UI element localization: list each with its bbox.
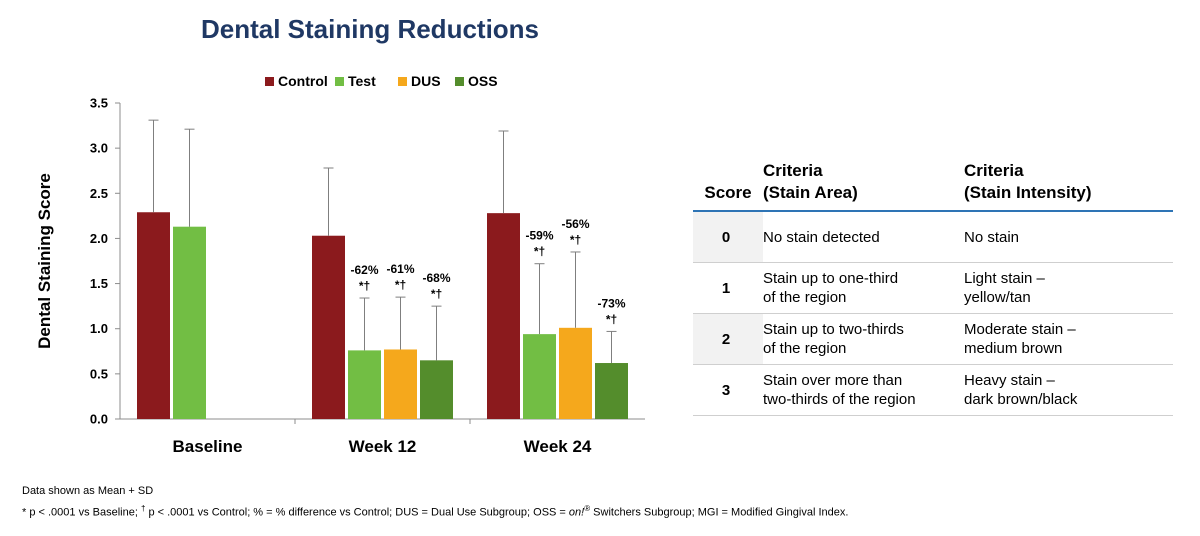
bar-chart: Dental Staining Score 0.0 0.5 1.0 1.5 2.0 2.5 3… [35,73,645,456]
bar-test [173,226,206,419]
legend-label-test: Test [348,73,376,89]
y-tick-label: 0.0 [90,412,108,427]
score-cell: 2 [693,313,763,365]
stain-area-cell: No stain detected [763,211,964,263]
data-label-percent: -61% [386,262,414,276]
bar-dus [384,349,417,419]
legend-swatch-oss [455,77,464,86]
stain-intensity-line2: medium brown [964,340,1063,357]
y-tick-label: 3.5 [90,96,108,111]
data-label-significance: *† [431,287,442,301]
data-label-percent: -56% [561,217,589,231]
bar-oss [420,360,453,419]
footnote-switchers-text: Switchers Subgroup; MGI = Modified Gingi… [590,506,849,519]
stain-area-line2: of the region [763,289,847,306]
stain-area-cell: Stain up to two-thirds of the region [763,313,964,365]
legend-swatch-control [265,77,274,86]
stain-area-cell: Stain over more than two-thirds of the r… [763,364,964,416]
stain-intensity-header-line1: Criteria [964,161,1024,180]
footnote-registered: ® [584,504,591,513]
stain-intensity-line1: Light stain – [964,270,1045,287]
y-tick-label: 1.5 [90,276,108,291]
stain-intensity-cell: Moderate stain – medium brown [964,313,1173,365]
bar-dus [559,327,592,419]
stain-intensity-header: Criteria (Stain Intensity) [964,160,1173,212]
stain-area-header-line1: Criteria [763,161,823,180]
legend-swatch-test [335,77,344,86]
y-tick-label: 3.0 [90,141,108,156]
y-tick-label: 1.0 [90,321,108,336]
data-label-significance: *† [570,233,581,247]
footnote-brand: on! [568,506,585,519]
stain-intensity-line1: Moderate stain – [964,321,1076,338]
stain-area-line1: Stain over more than [763,372,903,389]
footnote-abbrev-text: p < .0001 vs Control; % = % difference v… [145,506,569,519]
score-cell: 3 [693,364,763,416]
stain-intensity-line2: dark brown/black [964,391,1078,408]
data-label-significance: *† [359,279,370,293]
y-tick-label: 0.5 [90,366,108,381]
stain-area-cell: Stain up to one-third of the region [763,262,964,314]
data-label-significance: *† [534,245,545,259]
footnote-line2: * p < .0001 vs Baseline; † p < .0001 vs … [22,500,848,522]
legend-label-dus: DUS [411,73,441,89]
footnote-dagger: † [140,504,146,513]
table-header-row: Score Criteria (Stain Area) Criteria (St… [693,160,1173,212]
legend-swatch-dus [398,77,407,86]
bar-control [137,212,170,419]
chart-title: Dental Staining Reductions [200,14,540,44]
table-row: 1 Stain up to one-third of the region Li… [693,262,1173,314]
stain-area-line1: No stain detected [763,228,880,246]
criteria-table: Score Criteria (Stain Area) Criteria (St… [693,160,1173,416]
legend-label-control: Control [278,73,328,89]
stain-area-header: Criteria (Stain Area) [763,160,964,212]
score-cell: 0 [693,211,763,263]
stain-area-line1: Stain up to one-third [763,270,899,287]
bar-test [523,334,556,419]
data-label-percent: -59% [525,229,553,243]
stain-intensity-cell: Light stain – yellow/tan [964,262,1173,314]
y-tick-label: 2.0 [90,231,108,246]
bar-control [312,235,345,419]
data-label-percent: -68% [422,271,450,285]
x-tick-label: Week 24 [524,437,592,456]
stain-area-line2: of the region [763,340,847,357]
y-axis-title: Dental Staining Score [35,173,54,349]
score-cell: 1 [693,262,763,314]
table-row: 2 Stain up to two-thirds of the region M… [693,313,1173,365]
data-label-percent: -73% [597,296,625,310]
bar-control [487,213,520,419]
data-label-percent: -62% [350,263,378,277]
table-row: 3 Stain over more than two-thirds of the… [693,364,1173,416]
x-tick-label: Baseline [173,437,243,456]
stain-area-header-line2: (Stain Area) [763,183,858,202]
bar-oss [595,363,628,419]
stain-intensity-line1: No stain [964,228,1020,246]
table-row: 0 No stain detected No stain [693,211,1173,263]
data-label-significance: *† [395,278,406,292]
footnote: Data shown as Mean + SD * p < .0001 vs B… [22,483,848,522]
stain-intensity-line2: yellow/tan [964,289,1031,306]
footnote-line1: Data shown as Mean + SD [22,485,154,497]
stain-intensity-cell: Heavy stain – dark brown/black [964,364,1173,416]
stain-area-line1: Stain up to two-thirds [763,321,904,338]
x-tick-label: Week 12 [349,437,417,456]
data-label-significance: *† [606,312,617,326]
stain-intensity-header-line2: (Stain Intensity) [964,183,1092,202]
legend-label-oss: OSS [468,73,498,89]
footnote-baseline-text: * p < .0001 vs Baseline; [22,506,141,519]
score-header: Score [693,160,763,212]
stain-area-line2: two-thirds of the region [763,391,916,408]
bar-test [348,350,381,419]
stain-intensity-cell: No stain [964,211,1173,263]
stain-intensity-line1: Heavy stain – [964,372,1055,389]
y-tick-label: 2.5 [90,186,108,201]
